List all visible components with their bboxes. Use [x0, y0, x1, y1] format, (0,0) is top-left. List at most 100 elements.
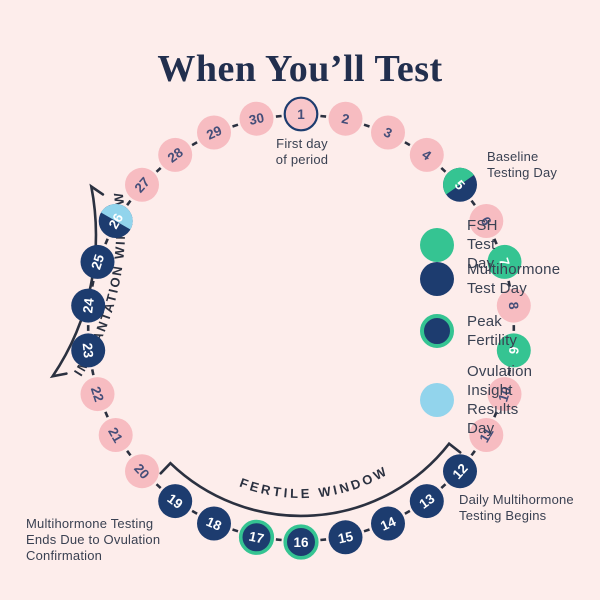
- legend-item-ovulation-insight-results-day: Ovulation Insight Results Day: [420, 362, 532, 438]
- day-number: 9: [506, 346, 522, 355]
- day-number: 21: [105, 425, 126, 446]
- day-22: 22: [80, 377, 115, 412]
- day-number: 8: [506, 301, 522, 311]
- connector-line: [493, 411, 498, 418]
- legend-item-multihormone-test-day: Multihormone Test Day: [420, 260, 560, 298]
- day-12: 12: [443, 454, 477, 489]
- connector-line: [320, 114, 327, 118]
- day-number: 30: [248, 110, 266, 128]
- day-7: 7: [487, 244, 522, 279]
- day-23: 23: [71, 333, 106, 368]
- connector-line: [90, 369, 95, 376]
- connector-line: [493, 238, 498, 245]
- day-2: 2: [328, 101, 363, 136]
- day-29: 29: [197, 115, 231, 150]
- day-3: 3: [371, 115, 405, 150]
- page-title: When You’ll Test: [157, 48, 443, 91]
- day-number: 29: [204, 123, 224, 143]
- day-18: 18: [197, 506, 231, 541]
- day-number: 23: [80, 342, 97, 359]
- connector-line: [404, 509, 411, 515]
- day-number: 7: [496, 256, 513, 268]
- connector-line: [232, 123, 239, 128]
- day-number: 15: [337, 529, 355, 547]
- connector-line: [440, 483, 447, 490]
- connector-line: [275, 114, 282, 118]
- day-19: 19: [158, 484, 193, 519]
- day-4: 4: [409, 137, 444, 172]
- day-27: 27: [125, 167, 159, 202]
- day-26: 26: [98, 204, 133, 238]
- legend-label: Multihormone Test Day: [467, 261, 561, 297]
- day-number: 18: [204, 514, 224, 534]
- connector-line: [507, 369, 512, 376]
- connector-line: [126, 450, 132, 457]
- connector-line: [104, 238, 109, 245]
- day-16: 16: [283, 524, 319, 560]
- ovulation-insight-swatch-icon: [420, 383, 454, 417]
- connector-line: [507, 280, 512, 287]
- legend-label: FSH Test Day: [467, 217, 498, 272]
- connector-line: [104, 411, 109, 418]
- connector-line: [470, 199, 476, 206]
- connector-line: [155, 483, 162, 490]
- day-number: 19: [165, 491, 186, 512]
- connector-line: [440, 166, 447, 173]
- day-number: 27: [132, 174, 153, 195]
- day-6: 6: [469, 204, 504, 238]
- day-number: 17: [248, 529, 266, 547]
- day-24: 24: [71, 288, 106, 323]
- annotation-first-day-of-period: First day of period: [275, 136, 329, 167]
- connector-line: [320, 538, 327, 542]
- day-number: 22: [88, 385, 107, 404]
- day-21: 21: [98, 418, 133, 452]
- connector-line: [232, 528, 239, 533]
- day-14: 14: [371, 506, 405, 541]
- day-11: 11: [469, 418, 504, 452]
- day-20: 20: [125, 454, 159, 489]
- day-8: 8: [496, 288, 531, 323]
- connector-line: [191, 141, 198, 147]
- day-number: 26: [106, 210, 127, 231]
- day-17: 17: [238, 519, 275, 555]
- day-number: 20: [131, 461, 152, 482]
- multihormone-test-day-swatch-icon: [420, 262, 454, 296]
- fsh-test-day-swatch-icon: [420, 227, 454, 262]
- day-10: 10: [487, 377, 522, 412]
- day-number: 25: [88, 252, 107, 271]
- legend-item-fsh-test-day: FSH Test Day: [420, 216, 498, 273]
- day-number: 2: [340, 111, 350, 127]
- day-28: 28: [158, 137, 193, 172]
- connector-line: [275, 538, 282, 542]
- legend-item-peak-fertility: Peak Fertility: [420, 312, 517, 350]
- day-number: 16: [293, 535, 309, 550]
- day-1: 1: [283, 96, 319, 132]
- day-number: 12: [450, 461, 471, 482]
- connector-line: [126, 199, 132, 206]
- implantation-window-bracket: [49, 183, 105, 379]
- fertile-window-label: FERTILE WINDOW: [238, 463, 392, 501]
- connector-line: [363, 528, 370, 533]
- legend-label: Ovulation Insight Results Day: [467, 363, 533, 437]
- day-13: 13: [409, 484, 444, 519]
- annotation-baseline-testing-day: Baseline Testing Day: [487, 149, 558, 180]
- day-number: 24: [80, 297, 97, 314]
- day-25: 25: [80, 244, 115, 279]
- annotation-multihormone-testing-ends: Multihormone Testing Ends Due to Ovulati…: [26, 516, 161, 563]
- day-5: 5: [443, 167, 477, 202]
- fertile-window-bracket: [159, 441, 462, 518]
- day-9: 9: [496, 333, 531, 368]
- connector-line: [470, 450, 476, 457]
- legend-label: Peak Fertility: [467, 313, 518, 349]
- connector-line: [191, 509, 198, 515]
- annotation-daily-multihormone-begins: Daily Multihormone Testing Begins: [459, 492, 574, 523]
- connector-line: [155, 166, 162, 173]
- day-number: 10: [495, 385, 514, 404]
- connector-line: [404, 141, 411, 147]
- day-number: 14: [378, 514, 398, 534]
- connector-line: [363, 123, 370, 128]
- day-number: 1: [297, 107, 305, 122]
- connector-line: [90, 280, 95, 287]
